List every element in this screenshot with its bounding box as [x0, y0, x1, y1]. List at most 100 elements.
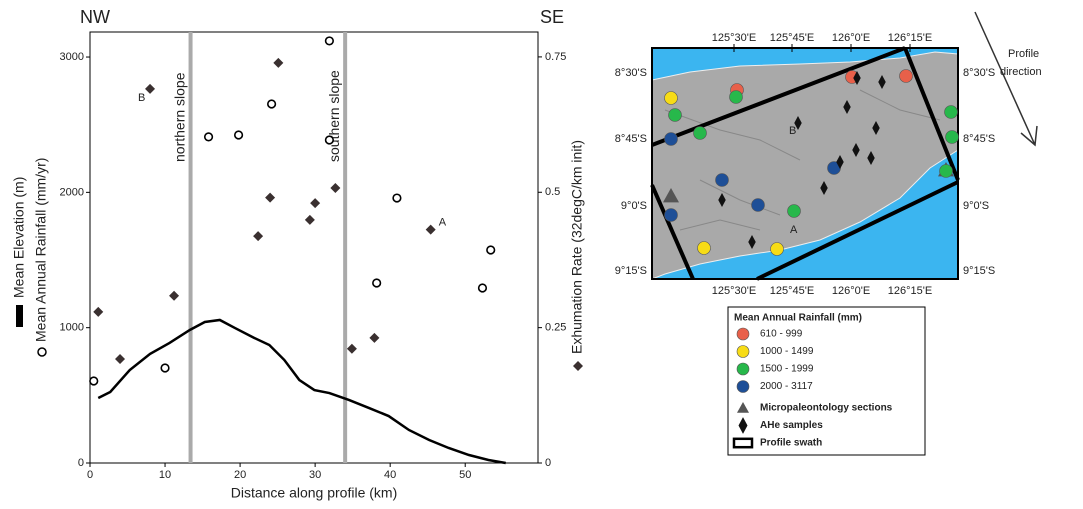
lat-label: 9°15'S: [963, 265, 995, 277]
rain-station: [698, 242, 711, 255]
rainfall-point: [326, 37, 334, 45]
rain-station: [665, 209, 678, 222]
rain-station: [771, 243, 784, 256]
corner-label: SE: [540, 7, 564, 27]
site-label: B: [789, 125, 796, 137]
arrow-head: [1021, 126, 1037, 145]
lat-label: 9°0'S: [621, 200, 647, 212]
rain-station: [669, 109, 682, 122]
x-tick-label: 50: [459, 469, 471, 481]
point-label: B: [138, 92, 145, 104]
rain-station: [665, 133, 678, 146]
exhumation-point: [265, 193, 275, 203]
figure: NW SE Distance along profile (km) Mean E…: [0, 0, 1083, 504]
legend-label: 2000 - 3117: [760, 381, 813, 392]
exhumation-point: [253, 231, 263, 241]
exhumation-point: [305, 215, 315, 225]
legend-diamond-symbol: [573, 361, 583, 371]
rainfall-point: [326, 136, 334, 144]
rain-station: [946, 131, 959, 144]
y-axis-label: Mean Annual Rainfall (mm/yr): [33, 158, 49, 342]
rain-station: [730, 91, 743, 104]
legend-title: Mean Annual Rainfall (mm): [734, 313, 862, 324]
rainfall-point: [393, 194, 401, 202]
lon-label: 125°30'E: [712, 32, 756, 44]
y-axis-label: Mean Elevation (m): [11, 177, 27, 298]
slope-label: southern slope: [326, 70, 342, 162]
rainfall-point: [373, 279, 381, 287]
y2-axis-label: Exhumation Rate (32degC/km init): [569, 140, 585, 354]
rain-station: [900, 70, 913, 83]
exhumation-point: [145, 84, 155, 94]
map-legend: [728, 307, 925, 455]
x-tick-label: 0: [87, 469, 93, 481]
exhumation-point: [169, 291, 179, 301]
y-tick-label: 3000: [60, 51, 84, 63]
x-axis-label: Distance along profile (km): [231, 485, 398, 501]
y2-tick-label: 0: [545, 457, 551, 469]
lat-label: 8°45'S: [963, 133, 995, 145]
legend-label: AHe samples: [760, 420, 823, 431]
legend-label: 610 - 999: [760, 329, 803, 340]
elevation-line: [98, 320, 505, 463]
rain-station: [716, 174, 729, 187]
x-tick-label: 40: [384, 469, 396, 481]
rain-station: [945, 106, 958, 119]
legend-label: 1500 - 1999: [760, 364, 814, 375]
lat-label: 9°0'S: [963, 200, 989, 212]
x-tick-label: 10: [159, 469, 171, 481]
y-tick-label: 1000: [60, 322, 84, 334]
exhumation-point: [310, 198, 320, 208]
lon-label: 126°0'E: [832, 285, 870, 297]
lon-label: 126°15'E: [888, 285, 932, 297]
x-tick-label: 30: [309, 469, 321, 481]
exhumation-point: [93, 307, 103, 317]
rain-station: [788, 205, 801, 218]
rain-station: [694, 127, 707, 140]
lon-label: 126°0'E: [832, 32, 870, 44]
legend-label: 1000 - 1499: [760, 346, 814, 357]
rainfall-point: [479, 284, 487, 292]
rainfall-point: [268, 100, 276, 108]
rain-station: [737, 346, 749, 358]
rainfall-point: [235, 131, 243, 139]
rain-station: [737, 381, 749, 393]
y2-tick-label: 0.75: [545, 51, 566, 63]
plot-frame: [90, 32, 538, 463]
exhumation-point: [273, 58, 283, 68]
legend-circle-symbol: [38, 348, 46, 356]
lat-label: 8°45'S: [615, 133, 647, 145]
rain-station: [940, 165, 953, 178]
legend-line-symbol: [16, 305, 23, 327]
y-tick-label: 0: [78, 457, 84, 469]
y2-tick-label: 0.5: [545, 186, 560, 198]
lon-label: 126°15'E: [888, 32, 932, 44]
lon-label: 125°45'E: [770, 285, 814, 297]
legend-label: Micropaleontology sections: [760, 403, 893, 414]
exhumation-point: [426, 225, 436, 235]
slope-label: northern slope: [171, 72, 187, 162]
rainfall-point: [90, 377, 98, 385]
x-tick-label: 20: [234, 469, 246, 481]
exhumation-point: [347, 344, 357, 354]
exhumation-point: [115, 354, 125, 364]
lat-label: 8°30'S: [963, 67, 995, 79]
y-tick-label: 2000: [60, 186, 84, 198]
rainfall-point: [205, 133, 213, 141]
legend-label: Profile swath: [760, 438, 822, 449]
lon-label: 125°45'E: [770, 32, 814, 44]
rain-station: [665, 92, 678, 105]
exhumation-point: [330, 183, 340, 193]
point-label: A: [439, 217, 447, 229]
rain-station: [752, 199, 765, 212]
corner-label: NW: [80, 7, 110, 27]
rainfall-point: [487, 246, 495, 254]
y2-tick-label: 0.25: [545, 322, 566, 334]
lon-label: 125°30'E: [712, 285, 756, 297]
chart-layer: 0 10 20 30 40 50 0 1000 2000 3000 0 0.25 0.5 0.75 nort…: [60, 32, 567, 481]
lat-label: 9°15'S: [615, 265, 647, 277]
exhumation-point: [369, 333, 379, 343]
lat-label: 8°30'S: [615, 67, 647, 79]
